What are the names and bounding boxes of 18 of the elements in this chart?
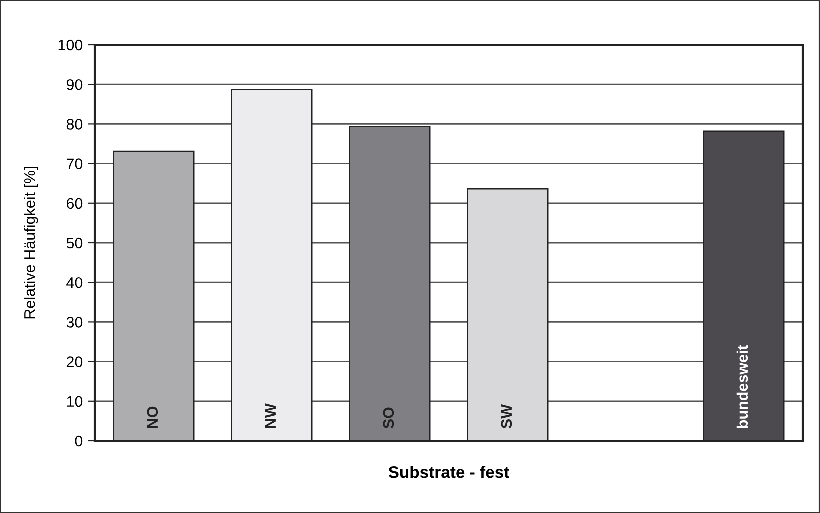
- y-tick-label: 20: [66, 356, 83, 368]
- y-tick-label: 80: [66, 119, 83, 130]
- y-tick-label: 40: [66, 277, 83, 288]
- x-tick-label: NO: [147, 406, 158, 428]
- x-axis-title: Substrate - fest: [388, 466, 510, 478]
- x-tick-label: bundesweit: [736, 345, 748, 428]
- y-tick-label: 50: [66, 238, 83, 249]
- x-tick-label: SW: [501, 404, 512, 429]
- y-tick-label: 100: [58, 40, 83, 51]
- y-tick-label: 90: [66, 79, 83, 90]
- y-tick-label: 70: [66, 158, 83, 170]
- y-tick-label: 60: [66, 198, 83, 210]
- x-tick-label: SO: [383, 408, 394, 429]
- y-tick-label: 30: [66, 317, 83, 328]
- y-axis-title: Relative Häufigkeit [%]: [24, 167, 38, 319]
- x-tick-label: NW: [265, 404, 276, 428]
- y-tick-label: 10: [67, 396, 83, 408]
- y-tick-label: 0: [75, 436, 83, 447]
